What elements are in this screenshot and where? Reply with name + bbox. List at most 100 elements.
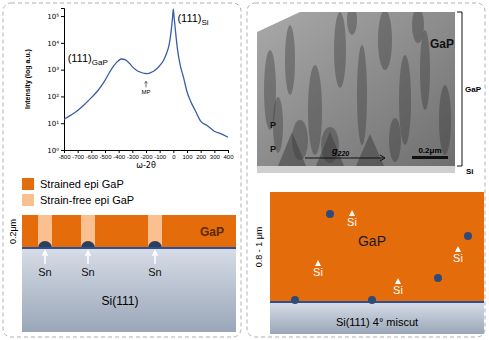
sn-label: Sn [148,266,161,278]
y-tick: 10⁴ [47,40,64,48]
y-tick-label: 10⁰ [47,147,59,155]
sn-nodule [81,241,95,248]
tem-pyramid [278,132,306,166]
peak-label: (111)Si [177,12,208,27]
si-label: Si [453,252,463,264]
x-tick: 400 [223,150,234,160]
x-tick-mark [214,150,215,153]
tem-streak [285,25,295,95]
x-tick: -400 [113,150,126,160]
strain-free-column [148,215,162,248]
peak-label: (111)GaP [68,52,108,67]
y-tick-mark [61,16,64,17]
tem-image [257,12,455,166]
sn-arrow [86,251,91,264]
x-tick: -600 [86,150,99,160]
layer-label: GaP [358,233,386,249]
thickness-bracket [457,12,462,166]
y-axis-title: Intensity (log a.u.) [24,49,32,109]
x-tick-label: -400 [113,154,126,160]
x-tick-mark [201,150,202,153]
peak-label-main: (111) [177,12,201,24]
g-vector-sub: 220 [337,150,350,157]
si-inclusion [326,210,334,218]
thickness-label: 0.8 - 1 μm [254,227,264,268]
tem-substrate [257,166,455,173]
sn-nodule [38,241,52,248]
y-tick-mark [61,123,64,124]
tem-streak [389,118,401,162]
x-tick-mark [160,150,161,153]
legend-label: Strain-free epi GaP [40,194,134,206]
x-tick-label: -200 [140,154,153,160]
tem-streak [412,7,424,43]
panel-border [3,3,241,337]
strained-layer [22,215,236,248]
scale-bar [412,156,448,159]
si-label: Si [393,284,403,296]
defect-label: P [270,120,276,130]
tem-streak [439,85,451,155]
legend-swatch [22,178,34,190]
tem-pyramid [316,132,344,166]
x-tick-mark [173,150,174,153]
y-tick: 10⁵ [47,13,64,21]
y-tick-label: 10⁵ [47,13,59,21]
x-tick: -500 [99,150,112,160]
tem-layer-label: GaP [465,85,482,94]
defect-label: P [270,144,276,154]
plot-area [64,9,228,137]
y-tick: 10³ [47,66,64,74]
x-tick: 100 [182,150,193,160]
y-tick-mark [61,150,64,151]
x-tick-label: -500 [99,154,112,160]
x-tick-mark [146,150,147,153]
substrate [22,248,236,332]
x-tick-label: 100 [182,154,193,160]
x-axis: -800-700-600-500-400-300-200-10001002003… [58,150,234,160]
x-tick-mark [91,150,92,153]
si-inclusion [464,232,472,240]
y-tick-label: 10³ [47,66,59,74]
tem-streak [308,65,322,155]
x-tick-label: -700 [72,154,85,160]
scale-bar-label: 0.2μm [418,146,441,155]
x-tick-label: -300 [127,154,140,160]
si-inclusion [291,296,299,304]
x-tick: 300 [210,150,221,160]
x-tick: -300 [127,150,140,160]
sn-arrow [153,251,158,264]
x-tick: 200 [196,150,207,160]
y-tick: 10² [47,93,64,101]
gap-layer [270,192,484,302]
y-tick-label: 10⁴ [47,40,59,48]
interface [270,301,484,303]
tem-streak [399,55,411,145]
annotation-arrow [145,81,148,87]
si-label: Si [313,266,323,278]
x-axis-line [65,151,229,154]
x-tick-mark [78,150,79,153]
y-axis-line [61,9,65,151]
x-tick-label: 200 [196,154,207,160]
figure: 10⁰10¹10²10³10⁴10⁵-800-700-600-500-400-3… [0,0,489,340]
x-tick-label: -800 [58,154,71,160]
x-tick-mark [119,150,120,153]
x-tick: -800 [58,150,71,160]
tem-substrate-label: Si [466,167,474,176]
x-tick-mark [105,150,106,153]
legend-swatch [22,194,34,206]
tem-label: GaP [430,37,454,51]
tem-streak [334,12,346,88]
x-tick-label: -100 [154,154,167,160]
y-tick-mark [61,70,64,71]
tem-streak [347,5,357,35]
tem-pyramid [356,134,384,166]
x-tick-mark [64,150,65,153]
peak-label: MP [142,89,151,95]
substrate-label: Si(111) [102,294,139,308]
x-tick: -700 [72,150,85,160]
y-tick-label: 10² [47,93,59,101]
sn-label: Sn [38,266,51,278]
peak-label-sub: GaP [92,58,108,67]
